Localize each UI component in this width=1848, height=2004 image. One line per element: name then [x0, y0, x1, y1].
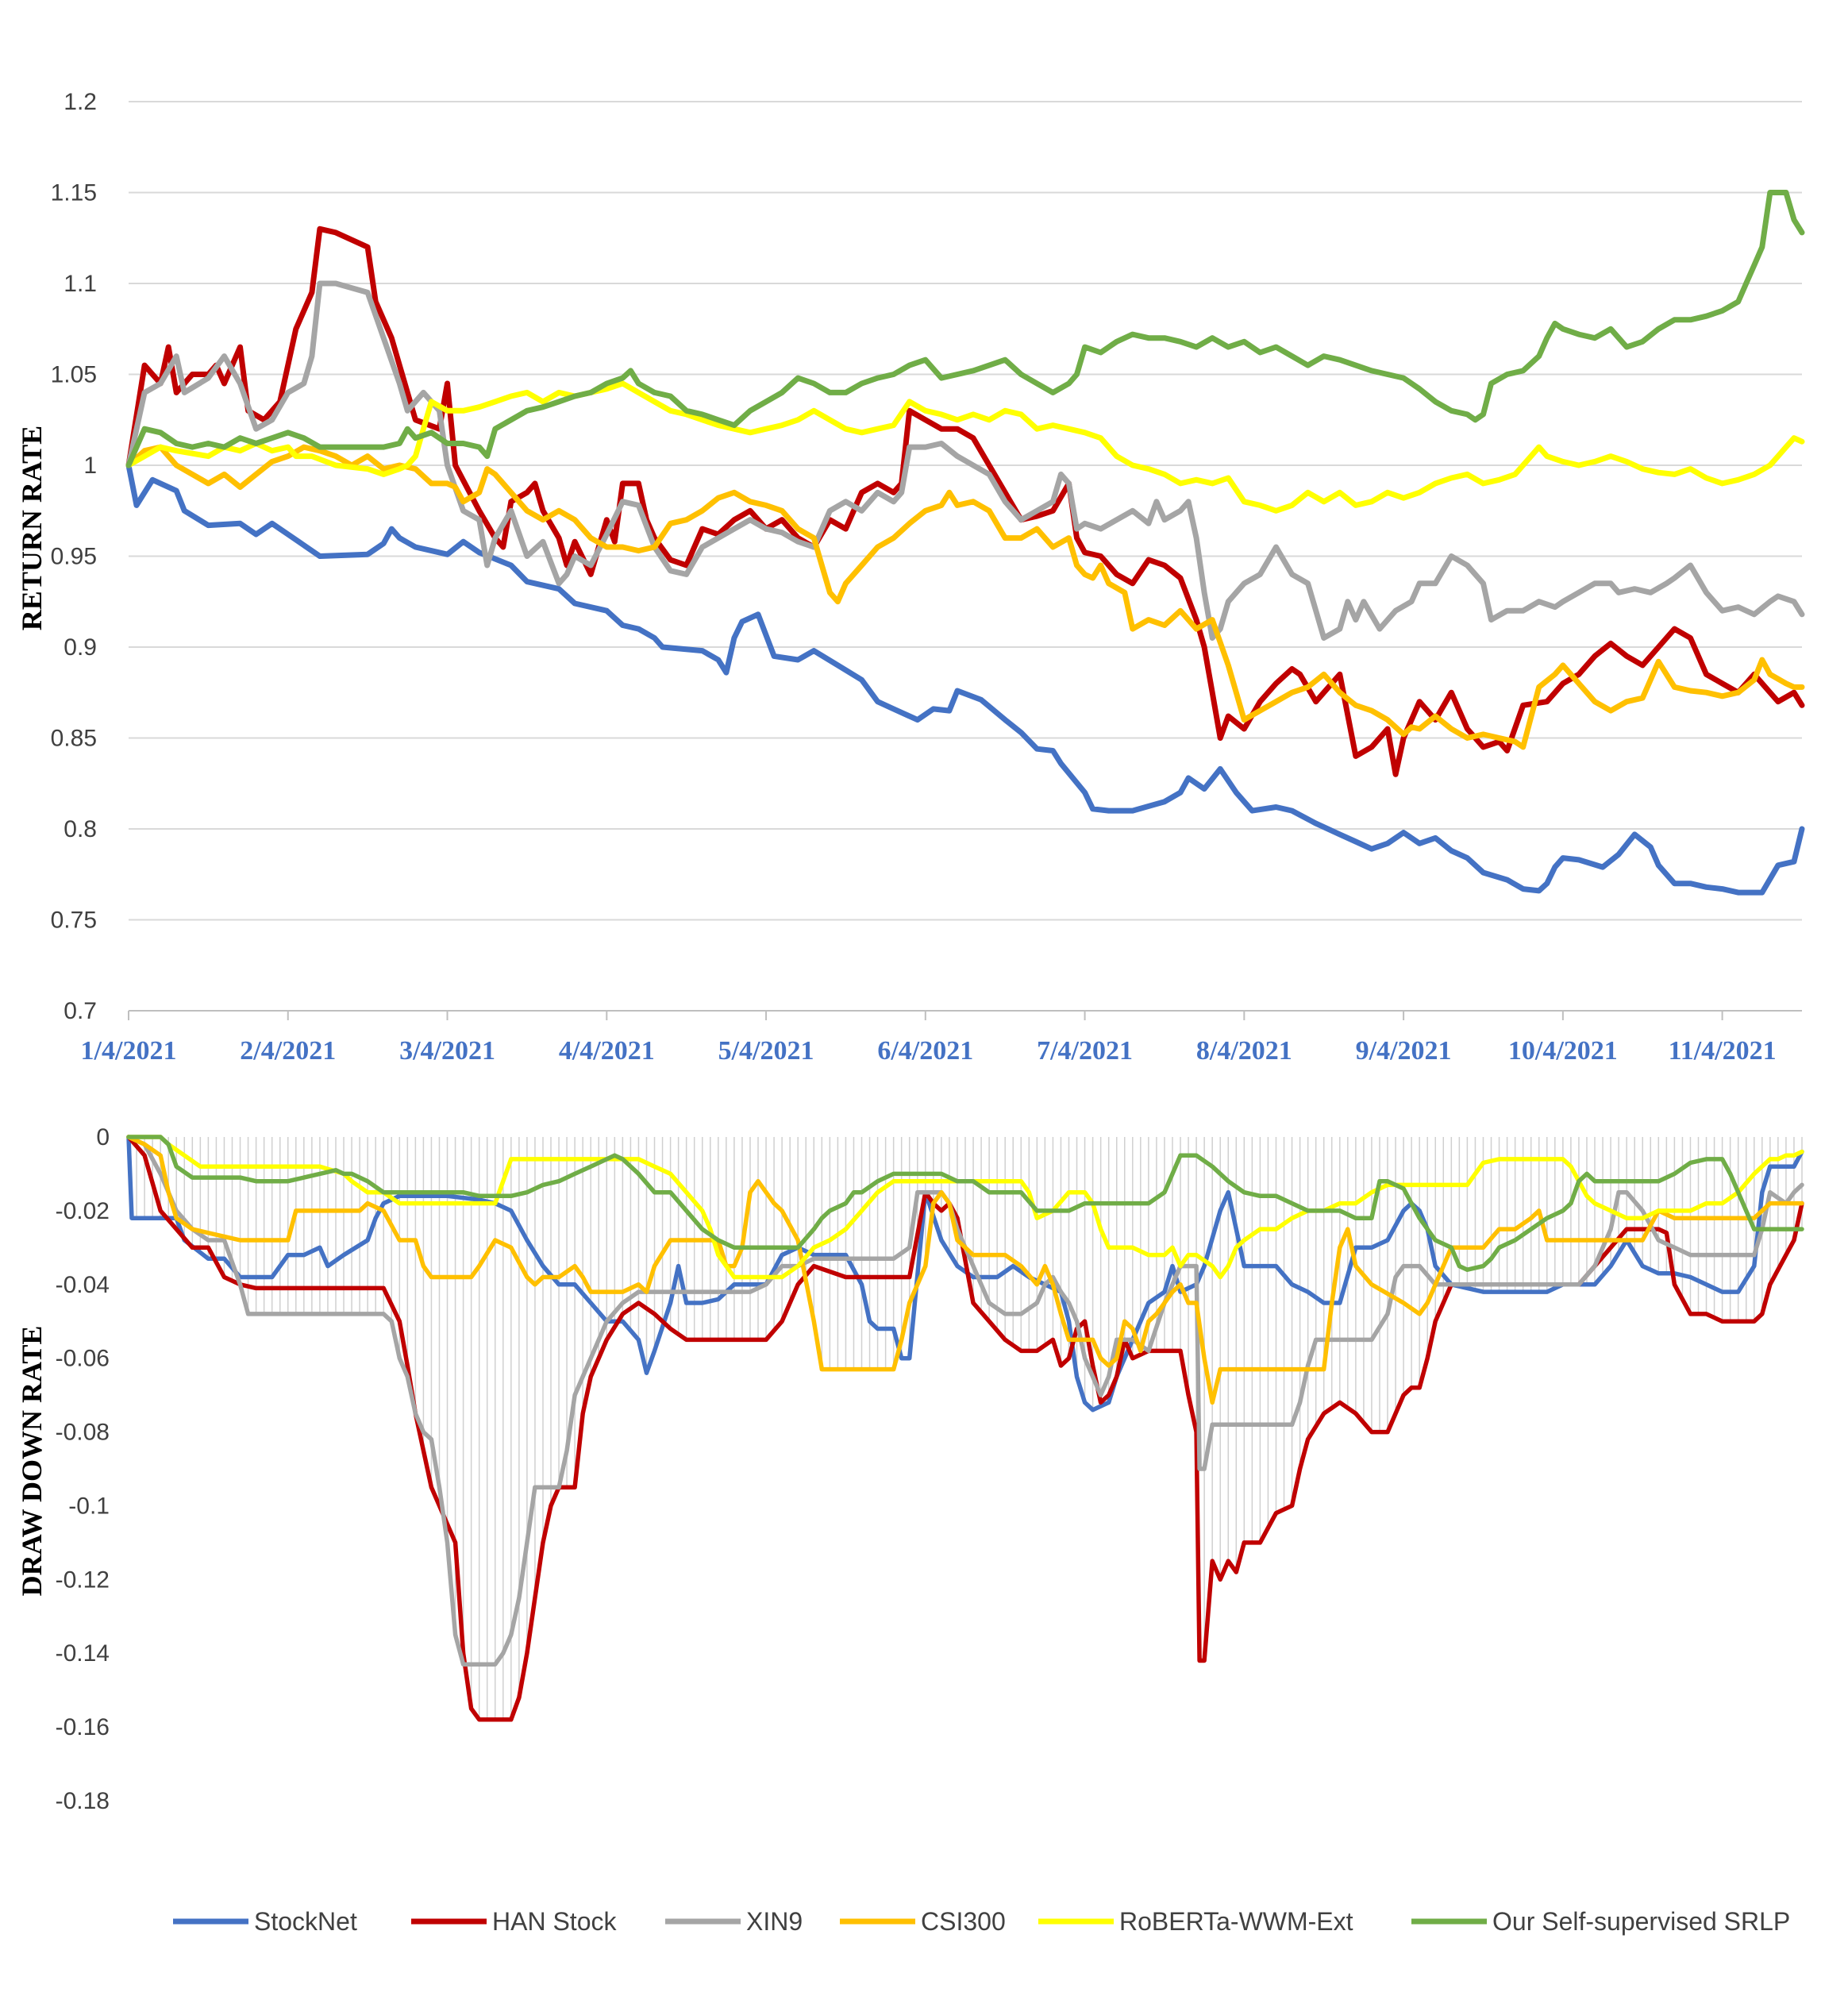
- return-rate-series: [125, 190, 1805, 896]
- return-rate-y-tick-label: 1.05: [51, 362, 97, 388]
- draw-down-y-tick-label: -0.12: [56, 1567, 110, 1593]
- return-rate-y-axis-title: RETURN RATE: [16, 426, 48, 630]
- legend-label-roberta-wwm-ext: RoBERTa-WWM-Ext: [1119, 1907, 1353, 1936]
- draw-down-series: [126, 1135, 1804, 1722]
- return-rate-y-tick-label: 0.7: [64, 998, 97, 1024]
- draw-down-y-tick-label: -0.06: [56, 1346, 110, 1372]
- return-rate-x-tick-label: 7/4/2021: [1037, 1036, 1133, 1066]
- draw-down-line-xin9: [126, 1135, 1804, 1667]
- draw-down-y-tick-label: -0.16: [56, 1714, 110, 1740]
- return-rate-y-tick-label: 0.85: [51, 726, 97, 752]
- return-line-stocknet: [125, 462, 1805, 896]
- draw-down-y-tick-label: -0.02: [56, 1198, 110, 1224]
- draw-down-y-tick-label: -0.14: [56, 1640, 110, 1667]
- draw-down-drop-lines: [136, 1137, 1803, 1720]
- draw-down-line-roberta-wwm-ext: [126, 1135, 1804, 1280]
- return-rate-y-tick-label: 0.9: [64, 634, 97, 661]
- draw-down-panel: -0.18 -0.16 -0.14 -0.12 -0.1 -0.08 -0.06 -0.04 -…: [16, 1124, 1804, 1814]
- legend-label-stocknet: StockNet: [254, 1907, 357, 1936]
- return-rate-x-tick-label: 4/4/2021: [559, 1036, 655, 1066]
- return-rate-y-ticks: 0.7 0.75 0.8 0.85 0.9 0.95 1 1.05 1.1 1.15 1.2: [51, 89, 97, 1024]
- return-rate-y-tick-label: 0.95: [51, 544, 97, 570]
- return-line-our-self-supervised-srlp: [125, 190, 1805, 468]
- return-rate-y-tick-label: 1.1: [64, 271, 97, 297]
- legend-label-xin9: XIN9: [746, 1907, 803, 1936]
- draw-down-y-tick-label: -0.04: [56, 1272, 110, 1298]
- draw-down-line-our-self-supervised-srlp: [126, 1135, 1804, 1272]
- return-rate-gridlines: [129, 101, 1802, 1012]
- return-rate-x-tick-label: 3/4/2021: [399, 1036, 495, 1066]
- return-rate-x-tick-label: 8/4/2021: [1196, 1036, 1292, 1066]
- return-rate-x-tick-label: 6/4/2021: [877, 1036, 973, 1066]
- return-rate-y-tick-label: 1.2: [64, 89, 97, 115]
- return-rate-y-tick-label: 0.75: [51, 908, 97, 934]
- return-line-roberta-wwm-ext: [125, 380, 1805, 514]
- legend-label-csi300: CSI300: [921, 1907, 1006, 1936]
- draw-down-y-ticks: -0.18 -0.16 -0.14 -0.12 -0.1 -0.08 -0.06 -0.04 -…: [56, 1124, 110, 1814]
- return-rate-x-tick-label: 2/4/2021: [240, 1036, 336, 1066]
- return-rate-y-tick-label: 1.15: [51, 180, 97, 206]
- return-rate-x-tick-label: 11/4/2021: [1669, 1036, 1777, 1066]
- legend-label-han-stock: HAN Stock: [492, 1907, 617, 1936]
- legend: StockNet HAN Stock XIN9 CSI300 RoBERTa-WWM-E…: [173, 1907, 1790, 1936]
- return-rate-x-tick-label: 10/4/2021: [1508, 1036, 1618, 1066]
- draw-down-y-tick-label: 0: [96, 1124, 110, 1150]
- legend-label-our-self-supervised-srlp: Our Self-supervised SRLP: [1492, 1907, 1790, 1936]
- draw-down-line-stocknet: [126, 1135, 1804, 1412]
- return-rate-y-tick-label: 0.8: [64, 816, 97, 842]
- return-rate-panel: 0.7 0.75 0.8 0.85 0.9 0.95 1 1.05 1.1 1.15 1.2 1/4…: [16, 89, 1805, 1066]
- draw-down-line-csi300: [126, 1135, 1804, 1405]
- return-rate-x-tick-label: 9/4/2021: [1356, 1036, 1452, 1066]
- return-line-xin9: [125, 280, 1805, 641]
- draw-down-y-tick-label: -0.08: [56, 1420, 110, 1446]
- draw-down-y-tick-label: -0.1: [68, 1493, 110, 1519]
- draw-down-y-axis-title: DRAW DOWN RATE: [16, 1326, 48, 1597]
- return-rate-y-tick-label: 1: [83, 453, 97, 479]
- draw-down-y-tick-label: -0.18: [56, 1788, 110, 1814]
- return-rate-x-tick-label: 5/4/2021: [718, 1036, 814, 1066]
- return-line-han-stock: [125, 225, 1805, 777]
- return-rate-x-tick-label: 1/4/2021: [81, 1036, 177, 1066]
- return-rate-x-ticks: 1/4/2021 2/4/2021 3/4/2021 4/4/2021 5/4/2021…: [81, 1011, 1777, 1066]
- return-line-csi300: [125, 444, 1805, 750]
